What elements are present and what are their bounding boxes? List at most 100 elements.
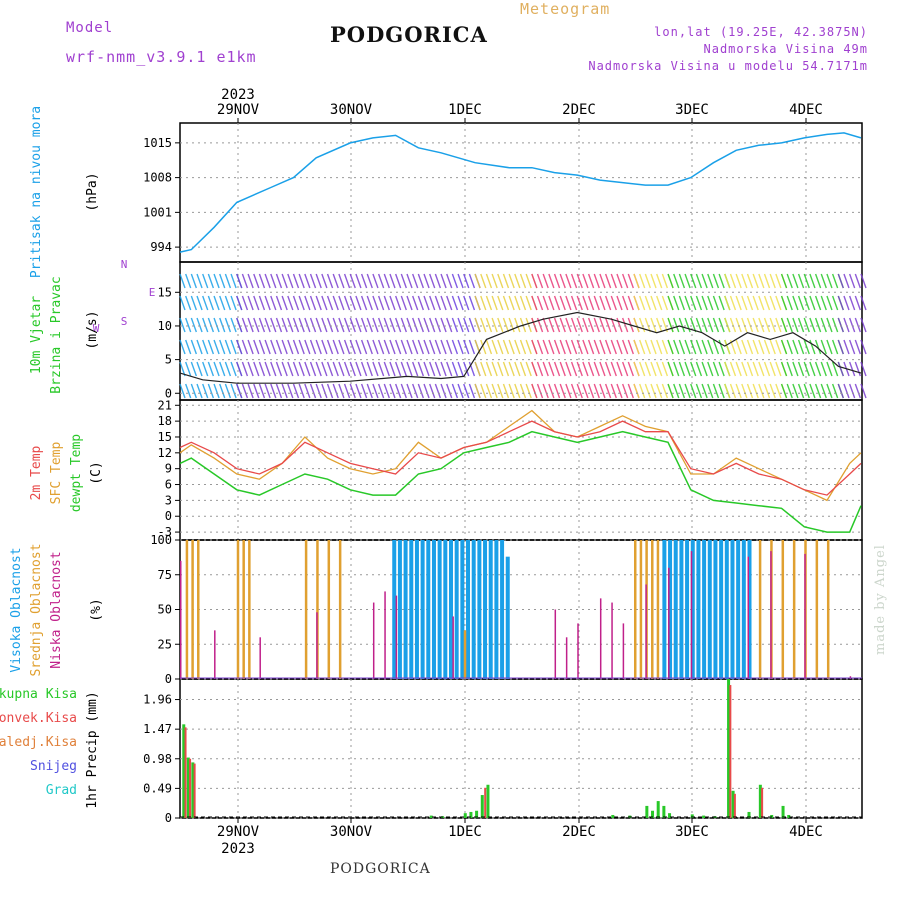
precip-legend-3: Snijeg: [30, 759, 77, 774]
wind-barb-8: [809, 361, 816, 377]
wind-barb-1: [394, 317, 402, 333]
wind-barb-5: [650, 339, 657, 355]
wind-barb-3: [525, 295, 532, 311]
wind-barb-3: [519, 361, 527, 377]
wind-barb-1: [440, 295, 447, 311]
wind-barb-3: [514, 383, 521, 399]
wind-axis-label-2: Brzina i Pravac: [49, 276, 64, 393]
pressure-line: [179, 132, 862, 253]
wind-barb-4: [536, 273, 544, 289]
precip-bar-1-1: [189, 758, 192, 818]
wind-barb-4: [582, 295, 589, 311]
wind-barb-7: [769, 339, 776, 355]
wind-barb-0: [179, 361, 186, 377]
wind-barb-4: [593, 383, 600, 399]
wind-barb-0: [219, 295, 226, 311]
wind-barb-1: [360, 339, 368, 355]
wind-barb-6: [678, 295, 686, 311]
bottom-year-label: 2023: [221, 841, 255, 857]
wind-barb-3: [491, 317, 498, 333]
cloud-bar-2-5: [384, 591, 386, 679]
wind-unit-label: (m/s): [85, 310, 100, 349]
wind-barb-1: [292, 273, 300, 289]
mid-cloud-label: Srednja Oblacnost: [29, 543, 44, 676]
wind-barb-7: [775, 339, 782, 355]
wind-barb-1: [287, 361, 294, 377]
precip-bar-0-16: [668, 813, 672, 818]
wind-barb-7: [741, 339, 748, 355]
wind-barb-1: [394, 383, 402, 399]
wind-barb-1: [417, 273, 425, 289]
wind-barb-7: [741, 295, 748, 311]
wind-barb-7: [769, 361, 776, 377]
wind-barb-8: [792, 273, 799, 289]
wind-barb-8: [786, 317, 793, 333]
wind-barb-1: [253, 295, 260, 311]
cloud-bar-0-14: [471, 540, 476, 679]
wind-barb-3: [491, 339, 498, 355]
wind-barb-1: [338, 339, 345, 355]
wind-barb-2: [451, 273, 459, 289]
wind-barb-2: [468, 383, 476, 399]
wind-barb-1: [429, 383, 436, 399]
wind-barb-3: [525, 317, 532, 333]
wind-barb-4: [627, 273, 634, 289]
wind-barb-3: [519, 295, 527, 311]
cloud-unit-label: (%): [89, 598, 104, 621]
wind-barb-2: [457, 383, 464, 399]
wind-barb-4: [548, 273, 555, 289]
wind-barb-9: [848, 339, 856, 355]
temp-2m-line: [179, 420, 862, 496]
wind-barb-1: [377, 361, 385, 377]
cloud-bar-1-1: [191, 540, 194, 679]
wind-barb-4: [531, 295, 538, 311]
wind-barb-1: [423, 339, 430, 355]
cloud-bar-1-7: [316, 540, 319, 679]
cloud-bar-2-6: [395, 595, 398, 679]
wind-barb-0: [185, 361, 192, 377]
precip-bar-0-1: [186, 757, 190, 818]
wind-barb-9: [854, 295, 861, 311]
wind-barb-4: [542, 383, 549, 399]
wind-barb-3: [485, 383, 493, 399]
wind-barb-6: [718, 361, 725, 377]
wind-barb-1: [338, 361, 345, 377]
wind-barb-4: [570, 339, 578, 355]
wind-barb-7: [729, 295, 737, 311]
wind-barb-1: [258, 273, 266, 289]
top-date-label-2: 1DEC: [448, 102, 482, 118]
cloud-bar-1-0: [185, 540, 189, 679]
wind-barb-1: [349, 317, 356, 333]
wind-barb-1: [400, 361, 407, 377]
cloud-bar-1-10: [463, 630, 467, 679]
wind-barb-9: [860, 317, 867, 333]
ytick-label-3-0: 0: [165, 672, 172, 686]
wind-barb-7: [724, 273, 731, 289]
wind-barb-1: [440, 339, 447, 355]
wind-barb-1: [258, 339, 266, 355]
wind-barb-1: [423, 383, 430, 399]
wind-barb-9: [854, 361, 861, 377]
wind-barb-9: [837, 339, 844, 355]
wind-barb-1: [349, 339, 356, 355]
wind-barb-4: [542, 317, 549, 333]
wind-barb-0: [190, 273, 198, 289]
wind-barb-1: [315, 361, 322, 377]
wind-barb-1: [429, 317, 436, 333]
wind-barb-0: [219, 339, 226, 355]
wind-barb-1: [253, 383, 260, 399]
bottom-date-label-5: 4DEC: [789, 824, 823, 840]
wind-barb-1: [377, 383, 385, 399]
cloud-bar-0-31: [719, 540, 724, 679]
ytick-label-2-3: 6: [165, 478, 172, 492]
wind-barb-0: [185, 295, 192, 311]
wind-barb-0: [224, 383, 232, 399]
wind-barb-3: [485, 339, 493, 355]
wind-barb-4: [610, 273, 617, 289]
cloud-bar-0-36: [747, 540, 752, 679]
wind-barb-8: [814, 273, 822, 289]
ytick-label-2-5: 12: [158, 446, 172, 460]
top-year-label: 2023: [221, 87, 255, 103]
wind-barb-1: [298, 361, 305, 377]
cloud-bar-2-2: [259, 637, 261, 679]
